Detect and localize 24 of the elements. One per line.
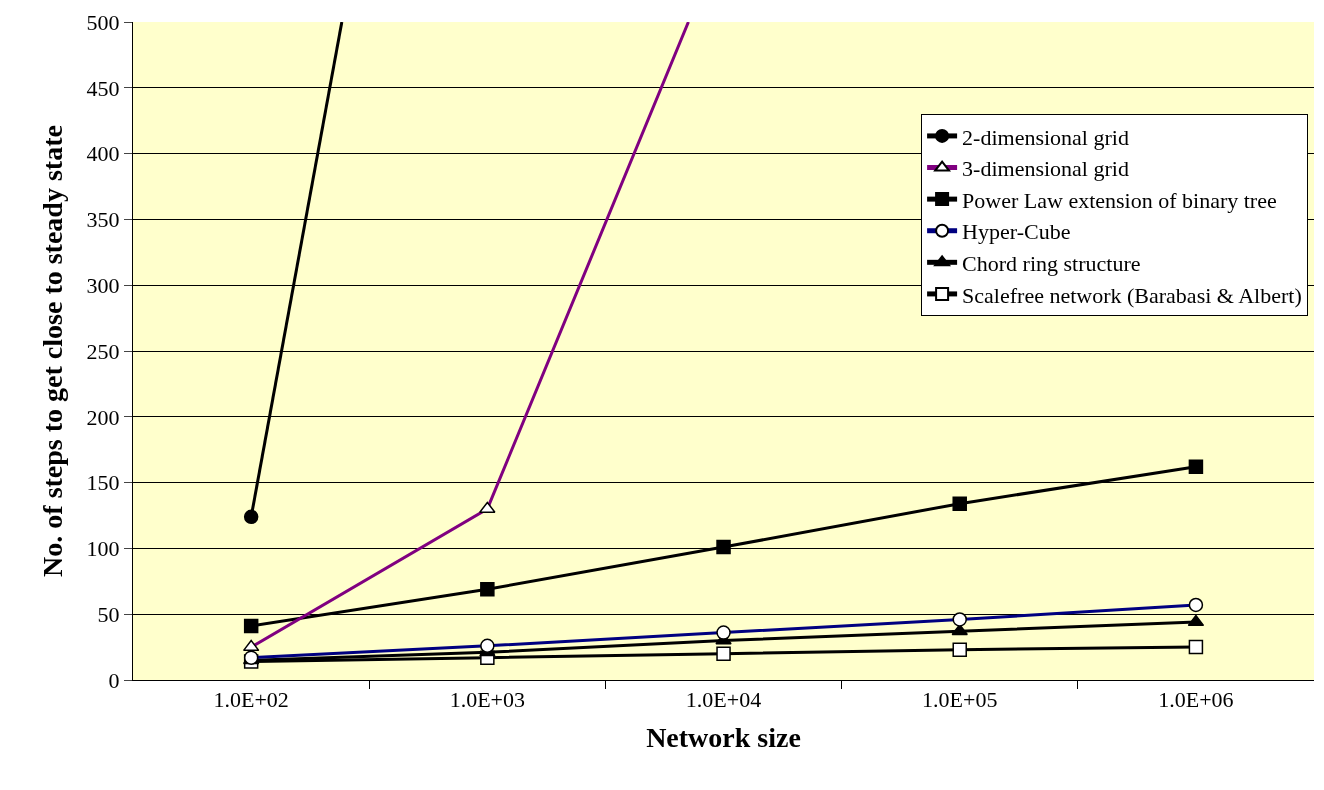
x-axis-title: Network size <box>646 721 801 753</box>
x-tick-label: 1.0E+05 <box>922 687 998 713</box>
y-tick-label: 250 <box>86 338 120 364</box>
legend-label: Chord ring structure <box>962 250 1141 276</box>
y-tick-label: 300 <box>86 272 120 298</box>
y-tick-label: 0 <box>108 667 120 693</box>
y-tick-label: 100 <box>86 536 120 562</box>
x-tick-label: 1.0E+03 <box>449 687 526 713</box>
y-tick-label: 500 <box>86 9 120 35</box>
legend-label: Scalefree network (Barabasi & Albert) <box>962 282 1302 308</box>
legend-label: 2-dimensional grid <box>962 124 1129 150</box>
x-tick-label: 1.0E+06 <box>1158 687 1234 713</box>
y-tick-label: 150 <box>86 470 120 496</box>
x-tick-label: 1.0E+02 <box>213 687 289 713</box>
y-tick-label: 50 <box>97 601 120 627</box>
y-tick-label: 350 <box>86 207 120 233</box>
x-tick-label: 1.0E+04 <box>685 687 762 713</box>
y-tick-label: 400 <box>86 141 120 167</box>
y-axis-title: No. of steps to get close to steady state <box>37 125 69 577</box>
legend-label: Hyper-Cube <box>962 219 1071 245</box>
legend-label: 3-dimensional grid <box>962 156 1129 182</box>
legend-label: Power Law extension of binary tree <box>962 187 1277 213</box>
y-tick-label: 450 <box>86 75 120 101</box>
y-tick-label: 200 <box>86 404 120 430</box>
